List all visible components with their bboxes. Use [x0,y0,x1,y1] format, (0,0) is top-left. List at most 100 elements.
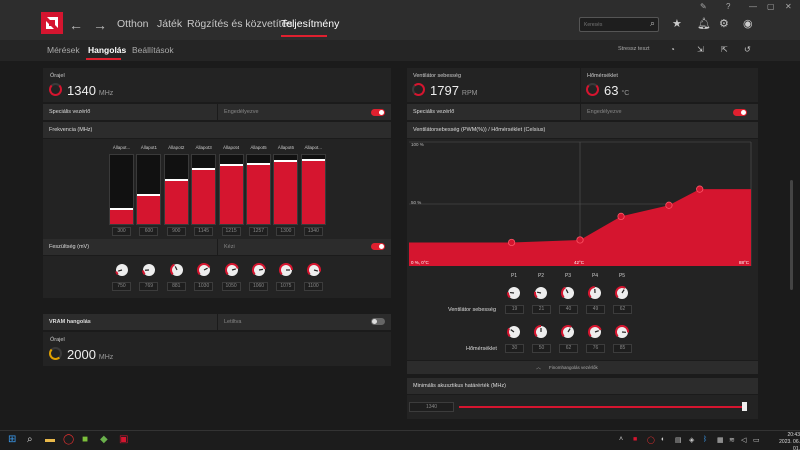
temp-point-value-box[interactable]: 62 [559,344,578,353]
finetune-label[interactable]: Finomhangolás vezérlők [549,365,598,370]
fan-curve-point[interactable] [576,236,584,244]
fan-point-knob[interactable] [615,286,629,300]
temp-point-value-box[interactable]: 76 [586,344,605,353]
frequency-bar-handle[interactable] [274,160,298,162]
temp-point-knob[interactable] [534,325,548,339]
fan-point-knob[interactable] [507,286,521,300]
gauge-icon[interactable]: ◔ [670,45,675,54]
app-icon[interactable]: ■ [82,434,89,445]
fan-point-value-box[interactable]: 40 [559,305,578,314]
tray-chevron-icon[interactable]: ˄ [619,436,624,443]
fan-special-control-toggle[interactable] [733,109,747,116]
back-arrow-icon[interactable]: ← [69,17,83,33]
bell-icon[interactable]: 🔔︎ [697,18,711,30]
voltage-value-box[interactable]: 1075 [276,282,296,291]
frequency-bar[interactable] [191,154,217,225]
voltage-knob[interactable] [252,263,266,277]
special-control-toggle[interactable] [371,109,385,116]
search-icon[interactable]: ⌕ [27,434,33,445]
account-icon[interactable]: ◉ [743,18,753,30]
voltage-value-box[interactable]: 1050 [221,282,241,291]
file-explorer-icon[interactable]: ▬ [45,434,55,445]
voltage-knob[interactable] [224,263,239,277]
min-acoustic-slider-track[interactable] [459,406,745,408]
import-icon[interactable]: ⇲ [697,45,704,54]
fan-point-value-box[interactable]: 21 [532,305,551,314]
minimize-icon[interactable]: — [749,2,757,11]
reset-icon[interactable]: ↺ [744,45,751,54]
search-box[interactable]: ⌕ [579,17,659,32]
temp-point-value-box[interactable]: 30 [505,344,524,353]
volume-icon[interactable]: ◁ [741,437,747,444]
frequency-value-box[interactable]: 1300 [276,227,296,236]
temp-point-knob[interactable] [561,325,575,339]
temp-point-knob[interactable] [507,325,521,339]
taskbar-clock[interactable]: 20:43 2023. 06. 01. [773,432,800,450]
tab-performance[interactable]: Teljesítmény [281,18,340,30]
app-icon[interactable]: ◆ [100,434,108,445]
voltage-value-box[interactable]: 769 [139,282,159,291]
voltage-knob[interactable] [169,263,184,277]
frequency-bar-handle[interactable] [110,208,133,210]
tab-gaming[interactable]: Játék [157,18,183,30]
voltage-knob[interactable] [279,263,294,277]
frequency-bar[interactable] [218,154,244,225]
fan-point-value-box[interactable]: 19 [505,305,524,314]
frequency-bar[interactable] [136,154,162,225]
forward-arrow-icon[interactable]: → [93,17,107,33]
gear-icon[interactable]: ⚙ [719,18,729,30]
help-icon[interactable]: ? [726,2,731,11]
search-icon[interactable]: ⌕ [649,18,655,28]
frequency-value-box[interactable]: 1145 [194,227,214,236]
frequency-bar[interactable] [109,154,134,225]
fan-point-value-box[interactable]: 49 [586,305,605,314]
frequency-value-box[interactable]: 300 [112,227,131,236]
battery-icon[interactable]: ▭ [753,437,760,444]
frequency-bar-handle[interactable] [137,194,161,196]
frequency-bar-handle[interactable] [192,168,216,170]
fan-curve-point[interactable] [508,238,516,247]
frequency-bar[interactable] [163,154,189,225]
temp-point-value-box[interactable]: 85 [613,344,632,353]
star-icon[interactable]: ★ [672,18,682,30]
maximize-icon[interactable]: ▢ [767,2,775,11]
voltage-value-box[interactable]: 1060 [249,282,268,291]
temp-point-value-box[interactable]: 50 [532,344,551,353]
fan-point-value-box[interactable]: 62 [613,305,632,314]
chevron-up-icon[interactable]: ︿ [536,365,542,371]
scrollbar[interactable] [790,180,793,290]
close-icon[interactable]: ✕ [785,2,792,11]
fan-point-knob[interactable] [588,286,602,300]
frequency-value-box[interactable]: 900 [166,227,186,236]
tab-metrics[interactable]: Mérések [47,45,80,55]
frequency-value-box[interactable]: 600 [139,227,159,236]
frequency-bar-handle[interactable] [247,163,270,165]
tray-app-icon[interactable]: ◈ [689,437,695,444]
frequency-value-box[interactable]: 1215 [221,227,241,236]
finetune-row[interactable] [407,361,758,374]
stress-test-label[interactable]: Stressz teszt [618,46,650,52]
temp-point-knob[interactable] [588,325,602,339]
frequency-bar[interactable] [273,154,299,225]
fan-curve-point[interactable] [665,201,673,209]
tray-opera-icon[interactable]: ◯ [647,437,655,444]
voltage-knob[interactable] [306,263,321,277]
frequency-bar-handle[interactable] [164,179,188,181]
voltage-value-box[interactable]: 1030 [194,282,214,291]
amd-software-icon[interactable]: ▣ [119,434,129,445]
amd-logo-icon[interactable] [41,12,63,34]
opera-icon[interactable]: ◯ [63,434,75,445]
voltage-knob[interactable] [197,263,211,277]
bluetooth-icon[interactable]: ᛒ [703,436,708,443]
frequency-bar-handle[interactable] [219,164,243,166]
frequency-bar[interactable] [246,154,271,225]
fan-point-knob[interactable] [561,286,575,300]
tray-app-icon[interactable]: ▦ [717,437,724,444]
voltage-value-box[interactable]: 1100 [303,282,323,291]
tab-settings[interactable]: Beállítások [132,45,174,55]
voltage-knob[interactable] [115,263,129,277]
search-input[interactable] [584,19,644,30]
frequency-bar-handle[interactable] [301,159,325,161]
tray-amd-icon[interactable]: ■ [633,436,638,443]
voltage-value-box[interactable]: 750 [112,282,131,291]
